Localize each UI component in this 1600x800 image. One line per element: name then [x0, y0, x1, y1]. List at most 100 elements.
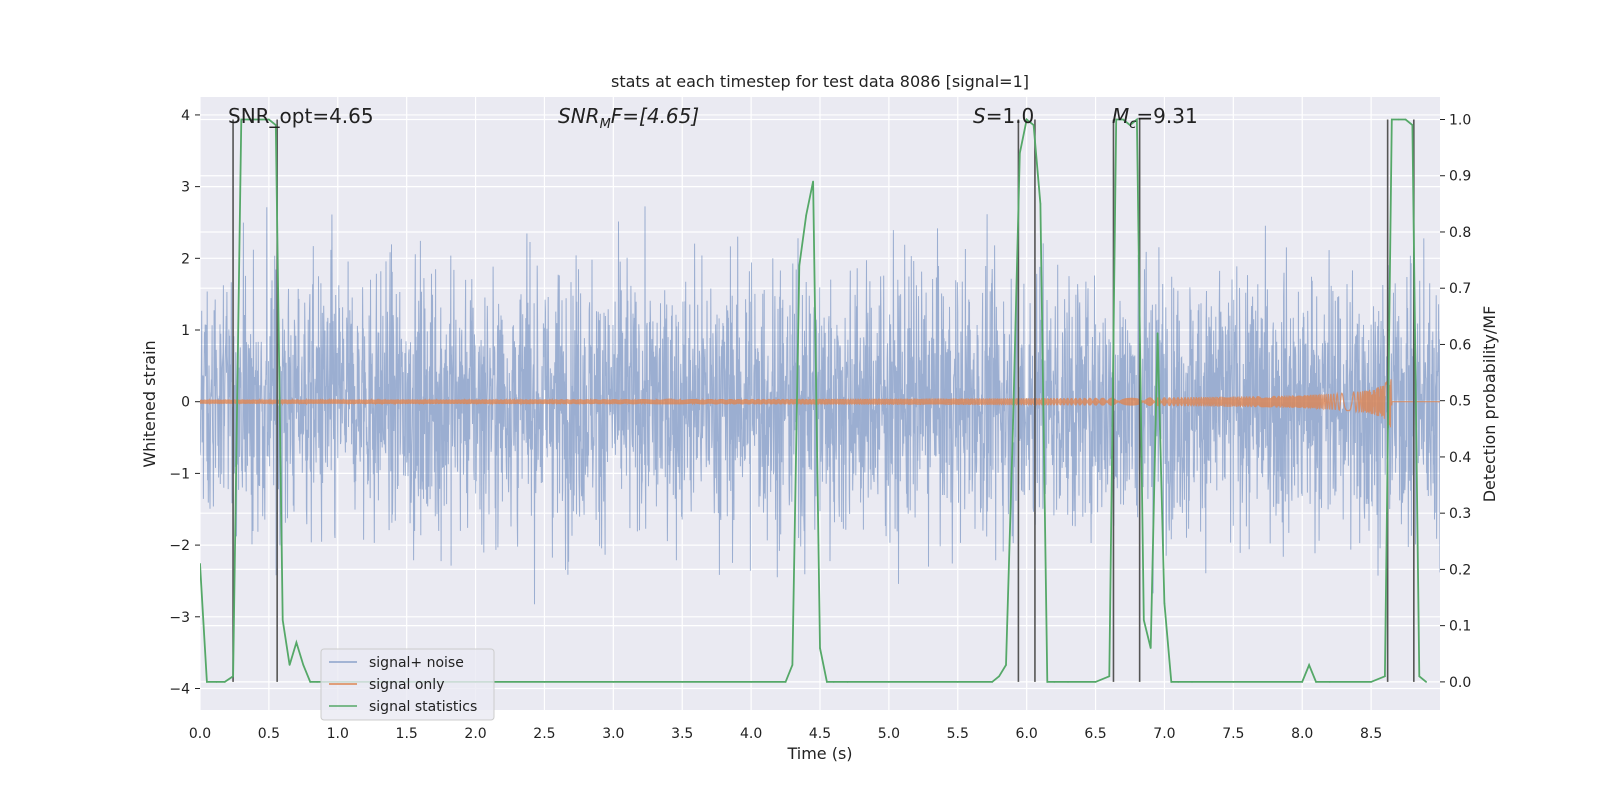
y-right-tick-label: 0.8 — [1449, 225, 1471, 241]
annotation-s: S=1.0 — [973, 104, 1034, 128]
statistics-point — [215, 681, 218, 683]
statistics-point — [1143, 619, 1145, 621]
statistics-point — [1391, 118, 1393, 121]
x-tick-label: 2.0 — [464, 726, 486, 742]
annotation-mc-suffix: =9.31 — [1136, 104, 1197, 128]
x-axis-ticks: 0.0 0.5 1.0 1.5 2.0 2.5 3.0 3.5 4.0 4.5 5.0 5.5 6.0 6… — [189, 726, 1382, 742]
statistics-point — [1177, 681, 1179, 683]
x-tick-label: 5.0 — [878, 726, 900, 742]
statistics-point — [681, 681, 683, 683]
y-left-tick-label: −4 — [169, 681, 190, 697]
statistics-point — [1411, 124, 1414, 126]
statistics-point — [1232, 681, 1235, 683]
x-tick-label: 8.0 — [1291, 726, 1313, 742]
statistics-point — [1005, 664, 1007, 666]
y-left-tick-label: 1 — [181, 323, 190, 339]
x-tick-label: 0.0 — [189, 726, 211, 742]
statistics-point — [957, 681, 959, 683]
statistics-point — [798, 264, 801, 267]
statistics-point — [1163, 602, 1166, 604]
chart-title: stats at each timestep for test data 808… — [611, 72, 1029, 91]
statistics-point — [1032, 124, 1035, 126]
legend-entry-statistics: signal statistics — [369, 699, 477, 715]
statistics-point — [819, 647, 821, 649]
annotation-snr-mf-suffix-f: F=[4.65] — [611, 104, 699, 128]
statistics-point — [791, 664, 794, 666]
statistics-point — [268, 118, 270, 121]
x-tick-label: 0.5 — [258, 726, 280, 742]
statistics-point — [1115, 118, 1117, 121]
signal-statistics-series — [200, 117, 1427, 683]
legend-entry-signal: signal only — [369, 677, 444, 693]
legend-entry-noise: signal+ noise — [369, 655, 464, 671]
x-tick-label: 4.5 — [809, 726, 831, 742]
annotation-snr-opt: SNR_opt=4.65 — [228, 104, 374, 128]
annotation-snr-mf-prefix: SNR — [558, 104, 600, 128]
statistics-point — [1122, 118, 1124, 121]
statistics-point — [1301, 681, 1303, 683]
y-right-tick-label: 0.1 — [1449, 619, 1471, 635]
statistics-point — [1025, 118, 1028, 121]
statistics-point — [1019, 152, 1021, 154]
y-right-tick-label: 0.0 — [1449, 675, 1471, 691]
statistics-point — [295, 641, 298, 644]
statistics-point — [254, 118, 256, 121]
statistics-point — [232, 675, 234, 678]
statistics-point — [991, 681, 993, 683]
y-left-tick-label: −3 — [169, 610, 190, 626]
statistics-point — [1039, 203, 1042, 205]
statistics-point — [1067, 681, 1069, 683]
statistics-point — [1149, 647, 1152, 649]
x-tick-label: 7.0 — [1153, 726, 1175, 742]
x-tick-label: 2.5 — [533, 726, 555, 742]
statistics-point — [1425, 681, 1427, 683]
annotation-snr-mf-sub: M — [600, 117, 611, 132]
statistics-point — [1094, 681, 1097, 683]
y-left-tick-label: 0 — [181, 395, 190, 411]
y-right-tick-label: 0.7 — [1449, 281, 1471, 297]
y-right-tick-label: 0.9 — [1449, 169, 1471, 185]
statistics-point — [1370, 681, 1372, 683]
y-right-tick-label: 0.5 — [1449, 394, 1471, 410]
signal-noise-series — [200, 206, 1440, 605]
annotation-snr-mf: SNRMF=[4.65] — [558, 104, 699, 132]
statistics-point — [1136, 118, 1138, 121]
statistics-point — [833, 681, 835, 683]
y-right-tick-label: 0.2 — [1449, 562, 1471, 578]
statistics-point — [1308, 664, 1310, 666]
noise-trace — [200, 206, 1440, 605]
y-left-tick-label: 4 — [181, 108, 190, 124]
x-tick-label: 1.0 — [327, 726, 349, 742]
statistics-point — [302, 664, 305, 666]
x-tick-label: 1.5 — [396, 726, 418, 742]
x-axis-label: Time (s) — [786, 744, 852, 763]
annotation-mc-sub: c — [1129, 117, 1136, 132]
x-tick-label: 5.5 — [947, 726, 969, 742]
x-tick-label: 3.5 — [671, 726, 693, 742]
statistics-point — [1329, 681, 1331, 683]
y-right-tick-label: 0.4 — [1449, 450, 1471, 466]
statistics-point — [1108, 675, 1111, 678]
statistics-point — [846, 681, 849, 683]
x-tick-label: 8.5 — [1360, 726, 1382, 742]
statistics-point — [888, 681, 890, 683]
statistics-point — [316, 681, 318, 683]
x-tick-label: 6.0 — [1016, 726, 1038, 742]
x-tick-label: 7.5 — [1222, 726, 1244, 742]
statistics-point — [784, 681, 787, 683]
statistics-point — [1384, 675, 1386, 678]
statistics-point — [281, 619, 284, 621]
statistics-point — [206, 681, 208, 683]
statistics-point — [543, 681, 546, 683]
statistics-point — [1129, 124, 1131, 126]
y-right-tick-label: 0.6 — [1449, 337, 1471, 353]
statistics-point — [826, 681, 828, 683]
statistics-point — [805, 214, 807, 216]
statistics-point — [612, 681, 615, 683]
statistics-point — [1404, 118, 1407, 121]
statistics-point — [1397, 118, 1400, 121]
statistics-point — [812, 180, 814, 183]
y-right-tick-label: 0.3 — [1449, 506, 1471, 522]
legend-box — [320, 648, 495, 721]
